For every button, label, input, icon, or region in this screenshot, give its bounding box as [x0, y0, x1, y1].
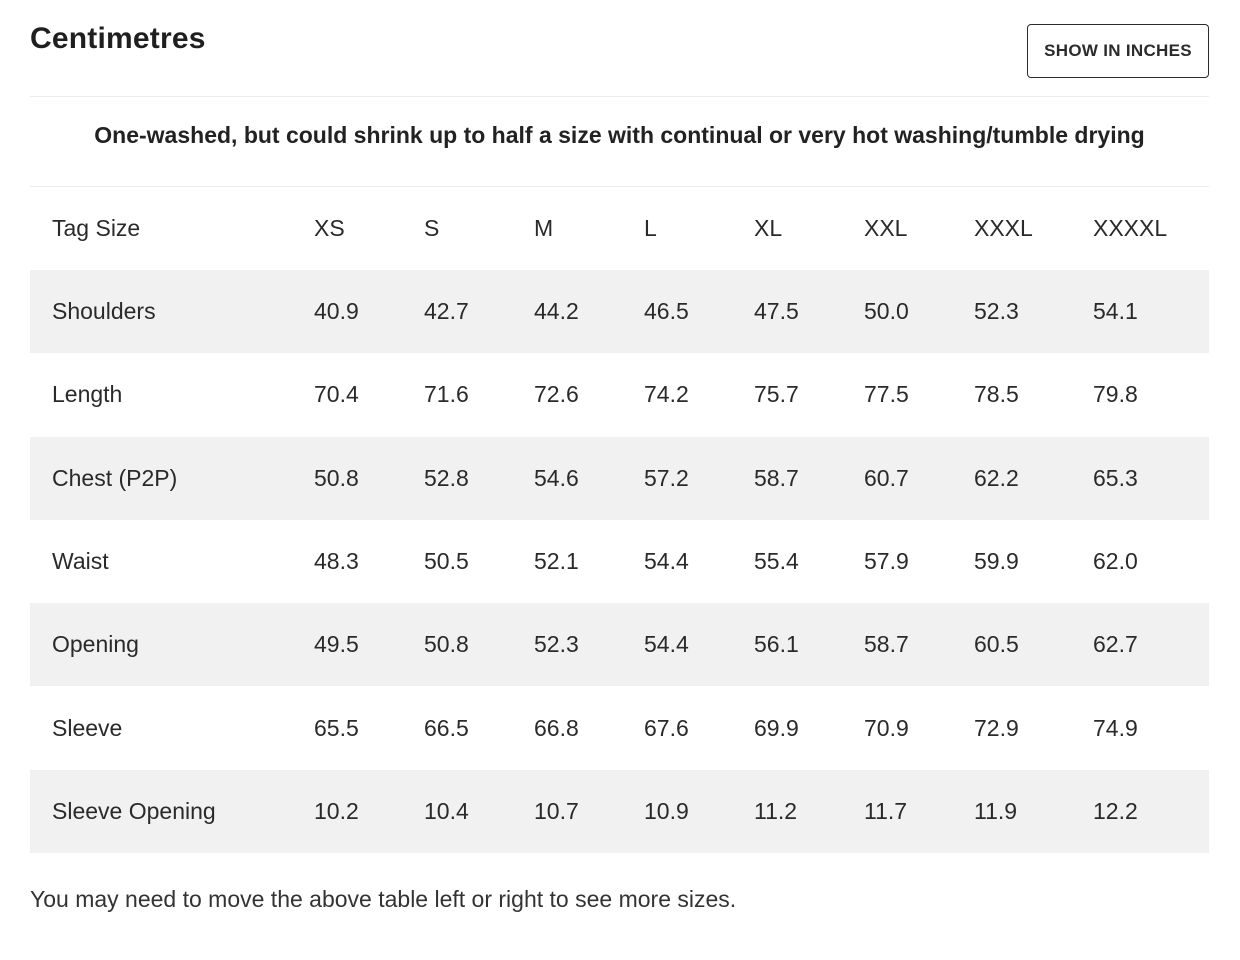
row-label: Sleeve Opening — [52, 797, 216, 824]
measurement-cell: 52.3 — [534, 631, 579, 658]
measurement-cell: 49.5 — [314, 631, 359, 658]
header-row: Tag Size XS S M L XL XXL XXXL XXXXL — [30, 187, 1209, 270]
measurement-cell: 74.9 — [1093, 714, 1138, 741]
measurement-cell: 10.2 — [314, 797, 359, 824]
table-row: Chest (P2P) 50.8 52.8 54.6 57.2 58.7 60.7 62.2 6… — [30, 436, 1209, 520]
measurement-cell: 42.7 — [424, 298, 469, 325]
measurement-cell: 58.7 — [864, 631, 909, 658]
measurement-cell: 66.5 — [424, 714, 469, 741]
size-table[interactable]: Tag Size XS S M L XL XXL XXXL XXXXL Shou… — [30, 187, 1209, 854]
measurement-cell: 52.1 — [534, 548, 579, 575]
measurement-cell: 57.9 — [864, 548, 909, 575]
measurement-cell: 57.2 — [644, 464, 689, 491]
table-row: Length 70.4 71.6 72.6 74.2 75.7 77.5 78.5 79.8 — [30, 353, 1209, 436]
measurement-cell: 58.7 — [754, 464, 799, 491]
measurement-cell: 44.2 — [534, 298, 579, 325]
measurement-cell: 72.9 — [974, 714, 1019, 741]
measurement-cell: 50.5 — [424, 548, 469, 575]
wash-note: One-washed, but could shrink up to half … — [94, 122, 1145, 148]
row-label: Opening — [52, 631, 139, 658]
measurement-cell: 50.0 — [864, 298, 909, 325]
table-row: Shoulders 40.9 42.7 44.2 46.5 47.5 50.0 52.3 54.… — [30, 270, 1209, 354]
measurement-cell: 56.1 — [754, 631, 799, 658]
measurement-cell: 46.5 — [644, 298, 689, 325]
measurement-cell: 62.2 — [974, 464, 1019, 491]
measurement-cell: 10.4 — [424, 797, 469, 824]
measurement-cell: 70.4 — [314, 381, 359, 408]
table-body: Shoulders 40.9 42.7 44.2 46.5 47.5 50.0 52.3 54.… — [30, 270, 1209, 854]
table-row: Opening 49.5 50.8 52.3 54.4 56.1 58.7 60.5 62.7 — [30, 603, 1209, 687]
measurement-cell: 69.9 — [754, 714, 799, 741]
measurement-cell: 66.8 — [534, 714, 579, 741]
row-label: Length — [52, 381, 123, 408]
measurement-cell: 40.9 — [314, 298, 359, 325]
measurement-cell: 60.5 — [974, 631, 1019, 658]
measurement-cell: 10.9 — [644, 797, 689, 824]
measurement-cell: 10.7 — [534, 797, 579, 824]
column-header-xxxl: XXXL — [974, 215, 1033, 241]
row-label: Shoulders — [52, 298, 156, 325]
measurement-cell: 74.2 — [644, 381, 689, 408]
measurement-cell: 52.3 — [974, 298, 1019, 325]
measurement-cell: 54.4 — [644, 548, 689, 575]
measurement-cell: 55.4 — [754, 548, 799, 575]
measurement-cell: 12.2 — [1093, 797, 1138, 824]
divider — [30, 96, 1209, 97]
measurement-cell: 70.9 — [864, 714, 909, 741]
measurement-cell: 54.4 — [644, 631, 689, 658]
row-label: Chest (P2P) — [52, 464, 178, 491]
measurement-cell: 48.3 — [314, 548, 359, 575]
measurement-cell: 11.7 — [864, 797, 908, 824]
measurement-cell: 52.8 — [424, 464, 469, 491]
scroll-hint: You may need to move the above table lef… — [30, 886, 737, 912]
column-header-xxl: XXL — [864, 215, 908, 241]
divider — [30, 186, 1209, 187]
measurement-cell: 62.0 — [1093, 548, 1138, 575]
measurement-cell: 67.6 — [644, 714, 689, 741]
measurement-cell: 59.9 — [974, 548, 1019, 575]
measurement-cell: 65.5 — [314, 714, 359, 741]
column-header-xs: XS — [314, 215, 345, 241]
measurement-cell: 54.1 — [1093, 298, 1138, 325]
measurement-cell: 54.6 — [534, 464, 579, 491]
column-header-xxxxl: XXXXL — [1093, 215, 1168, 241]
row-label: Waist — [52, 548, 109, 575]
measurement-cell: 60.7 — [864, 464, 909, 491]
measurement-cell: 11.2 — [754, 797, 798, 824]
table-header: Tag Size XS S M L XL XXL XXXL XXXXL — [30, 187, 1209, 270]
column-header-tag-size: Tag Size — [52, 215, 141, 241]
show-in-inches-button[interactable]: SHOW IN INCHES — [1027, 24, 1209, 78]
measurement-cell: 78.5 — [974, 381, 1019, 408]
column-header-xl: XL — [754, 215, 783, 241]
table-row: Waist 48.3 50.5 52.1 54.4 55.4 57.9 59.9 62.0 — [30, 520, 1209, 603]
measurement-cell: 50.8 — [424, 631, 469, 658]
measurement-cell: 75.7 — [754, 381, 799, 408]
measurement-cell: 65.3 — [1093, 464, 1138, 491]
column-header-l: L — [644, 215, 657, 241]
measurement-cell: 77.5 — [864, 381, 909, 408]
measurement-cell: 79.8 — [1093, 381, 1138, 408]
row-label: Sleeve — [52, 714, 123, 741]
measurement-cell: 50.8 — [314, 464, 359, 491]
table-row: Sleeve 65.5 66.5 66.8 67.6 69.9 70.9 72.9 74.9 — [30, 686, 1209, 769]
column-header-m: M — [534, 215, 554, 241]
measurement-cell: 72.6 — [534, 381, 579, 408]
page-title: Centimetres — [30, 22, 206, 55]
measurement-cell: 11.9 — [974, 797, 1018, 824]
measurement-cell: 71.6 — [424, 381, 469, 408]
measurement-cell: 62.7 — [1093, 631, 1138, 658]
column-header-s: S — [424, 215, 440, 241]
table-row: Sleeve Opening 10.2 10.4 10.7 10.9 11.2 11.7 11… — [30, 769, 1209, 854]
measurement-cell: 47.5 — [754, 298, 799, 325]
